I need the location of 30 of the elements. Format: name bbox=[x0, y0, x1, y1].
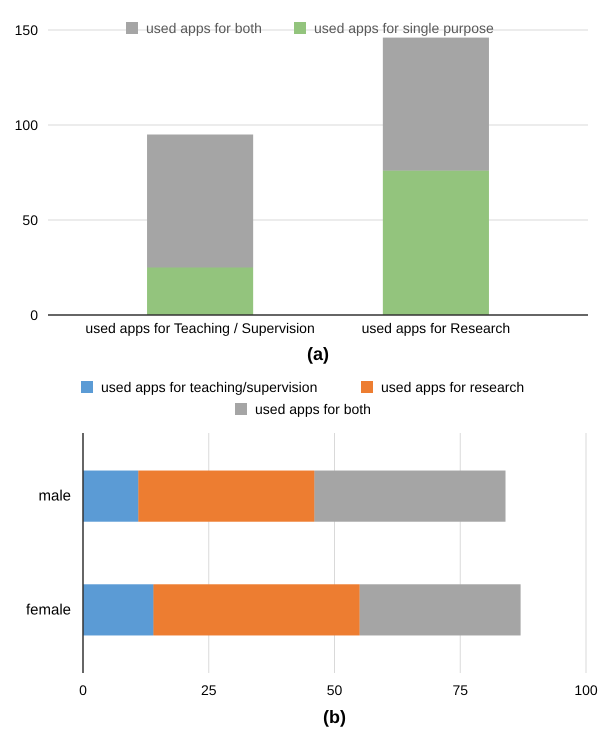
text: (b) bbox=[323, 707, 346, 727]
bar bbox=[382, 170, 489, 315]
x-tick-label: used apps for Research bbox=[362, 320, 510, 336]
legend-label: used apps for both bbox=[146, 20, 262, 36]
legend-label: used apps for single purpose bbox=[314, 20, 494, 36]
bar bbox=[138, 470, 314, 522]
legend-label: used apps for both bbox=[255, 401, 371, 417]
x-tick-label: 50 bbox=[326, 682, 342, 698]
bar bbox=[153, 584, 360, 636]
bar bbox=[147, 134, 254, 268]
bar bbox=[314, 470, 506, 522]
bar bbox=[382, 38, 489, 171]
x-tick-label: 0 bbox=[79, 682, 88, 698]
y-tick-label: male bbox=[38, 488, 71, 505]
y-tick-label: 100 bbox=[14, 117, 38, 133]
y-tick-label: 50 bbox=[22, 212, 38, 228]
x-tick-label: used apps for Teaching / Supervision bbox=[85, 320, 315, 336]
bar bbox=[360, 584, 521, 636]
x-tick-label: 75 bbox=[452, 682, 468, 698]
bar bbox=[83, 470, 138, 522]
legend-label: used apps for teaching/supervision bbox=[101, 379, 318, 395]
bar bbox=[83, 584, 154, 636]
x-tick-label: 100 bbox=[574, 682, 598, 698]
y-tick-label: 150 bbox=[14, 22, 38, 38]
text: (a) bbox=[307, 344, 330, 364]
y-tick-label: 0 bbox=[30, 307, 38, 323]
bar bbox=[147, 268, 254, 315]
y-tick-label: female bbox=[26, 601, 71, 618]
legend-label: used apps for research bbox=[381, 379, 524, 395]
x-tick-label: 25 bbox=[200, 682, 217, 698]
